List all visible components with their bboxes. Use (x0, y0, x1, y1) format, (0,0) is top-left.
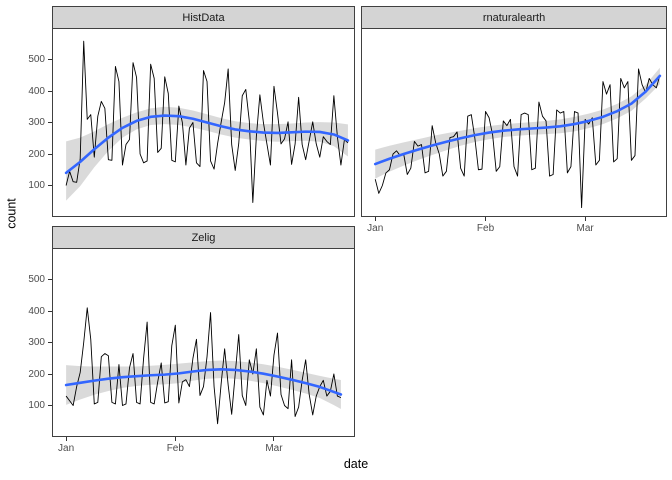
y-tick-label: 200 (28, 368, 45, 380)
y-tick-mark (48, 279, 52, 280)
y-tick-mark (48, 342, 52, 343)
y-axis-title: count (4, 198, 19, 229)
facet-strip-rnaturalearth: rnaturalearth (361, 6, 667, 29)
y-tick-label: 100 (28, 180, 45, 191)
smooth-line (64, 367, 343, 396)
plot-panel (52, 28, 355, 217)
confidence-ribbon (66, 106, 348, 201)
series-line (374, 68, 661, 209)
x-tick-label: Feb (166, 443, 184, 454)
x-tick-mark (65, 437, 67, 441)
facet-title: rnaturalearth (482, 11, 546, 24)
y-tick-mark (48, 90, 52, 92)
y-tick-label: 400 (28, 85, 45, 97)
panel-border (52, 248, 355, 437)
series-line (65, 307, 342, 425)
y-tick-mark (48, 185, 52, 186)
y-tick-mark (48, 310, 52, 312)
x-tick-mark (174, 437, 176, 441)
facet-title: HistData (182, 11, 225, 24)
smooth-line (373, 74, 662, 166)
panel-border (52, 28, 355, 217)
plot-panel (52, 248, 355, 437)
facet-strip-histdata: HistData (52, 6, 355, 29)
panel-svg (361, 28, 667, 217)
confidence-ribbon (375, 67, 660, 179)
facet-strip-zelig: Zelig (52, 226, 355, 249)
y-tick-label: 300 (28, 337, 45, 348)
x-tick-label: Jan (367, 223, 384, 234)
y-tick-label: 500 (28, 54, 45, 65)
x-tick-mark (374, 217, 376, 221)
panel-svg (52, 28, 355, 217)
facet-title: Zelig (191, 231, 216, 244)
y-tick-mark (48, 59, 52, 60)
x-tick-mark (584, 217, 586, 221)
y-tick-mark (48, 405, 52, 406)
y-tick-mark (48, 153, 52, 155)
y-tick-label: 500 (28, 274, 45, 285)
x-tick-label: Jan (58, 443, 75, 454)
x-tick-mark (485, 217, 487, 221)
y-tick-label: 100 (28, 400, 45, 411)
panel-border (361, 28, 667, 217)
x-tick-label: Mar (576, 223, 594, 234)
y-tick-mark (48, 373, 52, 375)
y-tick-mark (48, 122, 52, 123)
y-tick-label: 400 (28, 305, 45, 317)
smooth-line (64, 114, 350, 175)
plot-panel (361, 28, 667, 217)
x-tick-mark (273, 437, 275, 441)
x-axis-title: date (343, 457, 369, 471)
x-tick-label: Feb (476, 223, 495, 234)
x-tick-label: Mar (265, 443, 283, 454)
y-tick-label: 200 (28, 148, 45, 160)
panel-svg (52, 248, 355, 437)
y-tick-label: 300 (28, 117, 45, 128)
series-line (65, 40, 349, 203)
